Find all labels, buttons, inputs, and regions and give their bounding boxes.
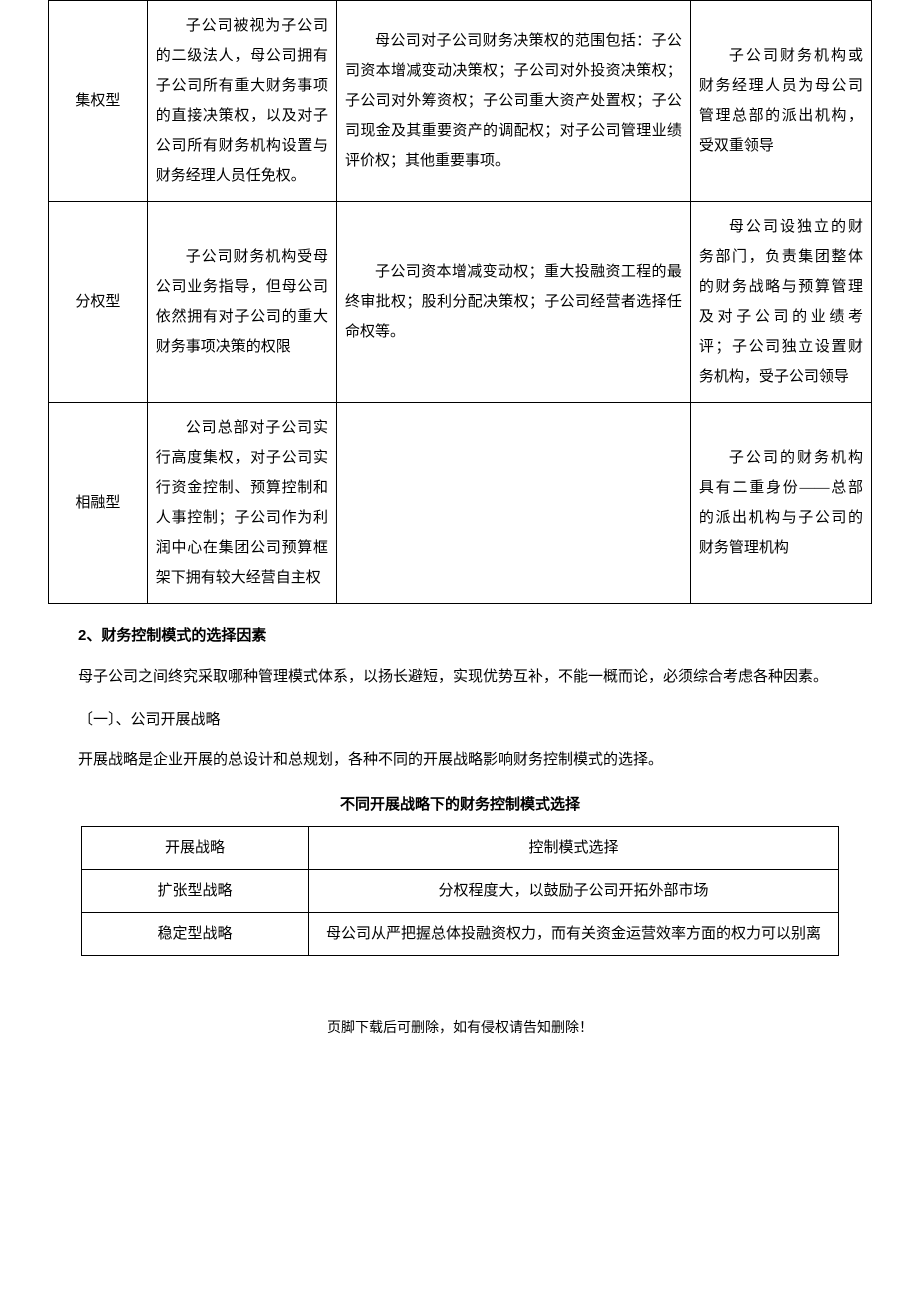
type-cell: 集权型 <box>49 1 148 202</box>
table-row: 稳定型战略 母公司从严把握总体投融资权力，而有关资金运营效率方面的权力可以别离 <box>81 912 838 955</box>
type-cell: 相融型 <box>49 403 148 604</box>
strategy-cell: 扩张型战略 <box>81 869 308 912</box>
header-cell: 控制模式选择 <box>309 826 839 869</box>
org-cell: 子公司财务机构或财务经理人员为母公司管理总部的派出机构，受双重领导 <box>690 1 871 202</box>
section-heading-2: 2、财务控制模式的选择因素 <box>48 622 872 651</box>
scope-cell: 子公司资本增减变动权；重大投融资工程的最终审批权；股利分配决策权；子公司经营者选… <box>337 202 691 403</box>
sub-heading: 〔一〕、公司开展战略 <box>48 706 872 735</box>
char-cell: 子公司被视为子公司的二级法人，母公司拥有子公司所有重大财务事项的直接决策权，以及… <box>147 1 336 202</box>
scope-cell: 母公司对子公司财务决策权的范围包括：子公司资本增减变动决策权；子公司对外投资决策… <box>337 1 691 202</box>
org-cell: 母公司设独立的财务部门，负责集团整体的财务战略与预算管理及对子公司的业绩考评；子… <box>690 202 871 403</box>
paragraph: 母子公司之间终究采取哪种管理模式体系，以扬长避短，实现优势互补，不能一概而论，必… <box>48 661 872 694</box>
header-cell: 开展战略 <box>81 826 308 869</box>
strategy-cell: 稳定型战略 <box>81 912 308 955</box>
control-mode-table: 集权型 子公司被视为子公司的二级法人，母公司拥有子公司所有重大财务事项的直接决策… <box>48 0 872 604</box>
scope-cell <box>337 403 691 604</box>
page-footer: 页脚下载后可删除，如有侵权请告知删除！ <box>48 1016 872 1043</box>
paragraph: 开展战略是企业开展的总设计和总规划，各种不同的开展战略影响财务控制模式的选择。 <box>48 744 872 777</box>
table-row: 相融型 公司总部对子公司实行高度集权，对子公司实行资金控制、预算控制和人事控制；… <box>49 403 872 604</box>
char-cell: 公司总部对子公司实行高度集权，对子公司实行资金控制、预算控制和人事控制；子公司作… <box>147 403 336 604</box>
strategy-table-title: 不同开展战略下的财务控制模式选择 <box>48 791 872 820</box>
type-cell: 分权型 <box>49 202 148 403</box>
mode-cell: 分权程度大，以鼓励子公司开拓外部市场 <box>309 869 839 912</box>
table-row: 扩张型战略 分权程度大，以鼓励子公司开拓外部市场 <box>81 869 838 912</box>
mode-cell: 母公司从严把握总体投融资权力，而有关资金运营效率方面的权力可以别离 <box>309 912 839 955</box>
char-cell: 子公司财务机构受母公司业务指导，但母公司依然拥有对子公司的重大财务事项决策的权限 <box>147 202 336 403</box>
strategy-table: 开展战略 控制模式选择 扩张型战略 分权程度大，以鼓励子公司开拓外部市场 稳定型… <box>81 826 839 956</box>
table-header-row: 开展战略 控制模式选择 <box>81 826 838 869</box>
table-row: 分权型 子公司财务机构受母公司业务指导，但母公司依然拥有对子公司的重大财务事项决… <box>49 202 872 403</box>
table-row: 集权型 子公司被视为子公司的二级法人，母公司拥有子公司所有重大财务事项的直接决策… <box>49 1 872 202</box>
org-cell: 子公司的财务机构具有二重身份——总部的派出机构与子公司的财务管理机构 <box>690 403 871 604</box>
